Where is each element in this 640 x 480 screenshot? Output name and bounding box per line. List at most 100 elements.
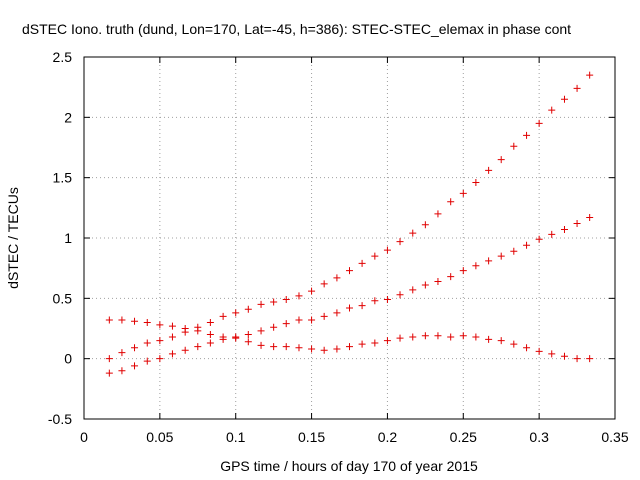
data-point	[447, 273, 455, 281]
data-point	[573, 220, 581, 228]
data-point	[143, 318, 151, 326]
x-tick-label: 0.2	[378, 429, 398, 445]
y-tick-label: 0.5	[53, 290, 73, 306]
data-point	[383, 246, 391, 254]
data-point	[194, 343, 202, 351]
data-point	[244, 331, 252, 339]
data-point	[472, 178, 480, 186]
y-tick-label: 1.5	[53, 170, 73, 186]
data-point	[308, 287, 316, 295]
data-point	[383, 296, 391, 304]
data-point	[320, 312, 328, 320]
data-point	[573, 84, 581, 92]
data-point	[131, 344, 139, 352]
data-point	[295, 316, 303, 324]
data-point	[447, 333, 455, 341]
data-point	[523, 344, 531, 352]
data-point	[105, 369, 113, 377]
data-point	[346, 267, 353, 275]
data-point	[131, 362, 139, 370]
data-point	[560, 95, 568, 103]
data-point	[396, 334, 404, 342]
data-point	[434, 332, 442, 340]
data-point	[535, 119, 543, 127]
data-point	[510, 247, 518, 255]
data-point	[206, 339, 214, 347]
x-tick-label: 0.3	[529, 429, 549, 445]
data-point	[560, 352, 568, 360]
data-point	[510, 142, 518, 150]
data-point	[333, 345, 341, 353]
data-point	[168, 322, 176, 330]
data-point	[244, 338, 252, 346]
data-point	[421, 281, 429, 289]
data-point	[485, 257, 493, 265]
data-point	[181, 325, 189, 332]
y-axis-label: dSTEC / TECUs	[5, 187, 21, 289]
chart-title: dSTEC Iono. truth (dund, Lon=170, Lat=-4…	[22, 21, 571, 37]
data-point	[282, 320, 290, 328]
data-point	[143, 339, 151, 347]
data-point	[105, 316, 113, 324]
data-point	[320, 346, 328, 354]
data-point	[206, 318, 214, 326]
data-point	[156, 355, 164, 363]
data-point	[523, 131, 531, 139]
data-point	[346, 304, 353, 312]
data-point	[333, 274, 341, 282]
data-point	[497, 252, 505, 260]
data-point	[257, 300, 265, 308]
data-point	[333, 309, 341, 317]
data-point	[270, 343, 278, 351]
plot-frame	[83, 56, 616, 420]
data-point	[282, 296, 290, 304]
data-point	[485, 166, 493, 174]
data-point	[358, 340, 366, 348]
data-point	[346, 343, 353, 351]
data-point	[308, 316, 316, 324]
data-point	[168, 333, 176, 341]
data-point	[409, 229, 417, 237]
x-tick-label: 0.1	[226, 429, 246, 445]
data-point	[459, 267, 467, 275]
series-flat	[105, 316, 594, 363]
data-point	[396, 238, 404, 246]
data-point	[548, 350, 556, 358]
data-point	[459, 332, 467, 340]
data-point	[485, 335, 493, 343]
y-tick-label: -0.5	[48, 411, 72, 427]
data-point	[586, 355, 594, 363]
data-point	[383, 337, 391, 345]
data-point	[131, 317, 139, 325]
data-point	[156, 337, 164, 345]
data-point	[244, 305, 252, 313]
data-point	[295, 344, 303, 352]
y-tick-label: 2.5	[53, 49, 73, 65]
y-tick-label: 0	[64, 351, 72, 367]
x-axis-tick-labels: 0 0.05 0.1 0.15 0.2 0.25 0.3 0.35	[80, 429, 629, 445]
data-point	[497, 337, 505, 345]
data-markers	[105, 71, 594, 377]
x-tick-label: 0	[80, 429, 88, 445]
data-point	[270, 298, 278, 306]
data-point	[358, 259, 366, 267]
data-point	[535, 347, 543, 355]
axis-ticks	[83, 56, 616, 420]
data-point	[118, 316, 126, 324]
data-point	[586, 213, 594, 221]
data-point	[447, 198, 455, 206]
data-point	[586, 71, 594, 79]
data-point	[257, 327, 265, 335]
data-point	[560, 226, 568, 234]
data-point	[143, 357, 151, 365]
x-tick-label: 0.35	[601, 429, 628, 445]
data-point	[371, 252, 379, 260]
data-point	[308, 345, 316, 353]
x-tick-label: 0.25	[450, 429, 477, 445]
data-point	[232, 309, 240, 317]
data-point	[548, 106, 556, 114]
data-point	[194, 327, 202, 335]
data-point	[295, 292, 303, 300]
data-point	[371, 339, 379, 347]
